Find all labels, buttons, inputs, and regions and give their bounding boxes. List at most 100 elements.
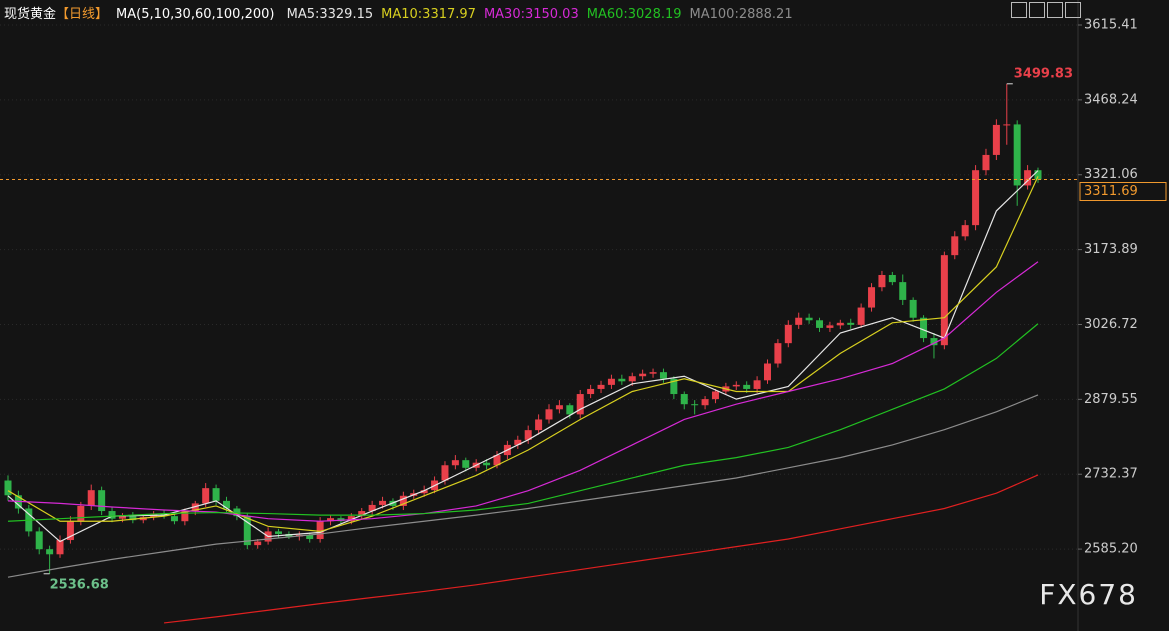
candle-body <box>836 322 844 326</box>
title: 现货黄金 <box>4 7 57 22</box>
candle-body <box>535 419 543 431</box>
candle-body <box>66 521 74 541</box>
y-tick-label: 3026.72 <box>1084 317 1138 332</box>
candle-body <box>347 516 355 522</box>
candle-body <box>1034 170 1042 180</box>
candle-body <box>992 124 1000 155</box>
candle-body <box>951 236 959 256</box>
ma-line <box>7 394 1039 578</box>
candle-body <box>920 317 928 339</box>
y-tick-label: 2732.37 <box>1084 467 1138 482</box>
candle-body <box>940 255 948 346</box>
low-annotation: 2536.68 <box>50 577 109 592</box>
candle-body <box>774 343 782 364</box>
candle-body <box>451 460 459 466</box>
legend-entry: MA10:3317.97 <box>381 7 476 22</box>
candle-body <box>327 518 335 522</box>
y-tick-label: 3615.41 <box>1084 17 1138 32</box>
tool-button[interactable] <box>1047 2 1063 18</box>
candle-body <box>46 549 54 555</box>
y-tick-label: 2585.20 <box>1084 542 1138 557</box>
candle-body <box>222 500 230 509</box>
candle-body <box>909 299 917 318</box>
y-tick-label: 3321.06 <box>1084 167 1138 182</box>
candle-body <box>524 430 532 440</box>
candle-body <box>181 511 189 522</box>
candle-body <box>628 376 636 382</box>
candle-body <box>587 388 595 395</box>
candle-body <box>576 394 584 415</box>
candle-body <box>743 384 751 389</box>
candle-body <box>868 287 876 308</box>
candle-body <box>212 488 220 501</box>
candle-body <box>316 521 324 540</box>
candle-body <box>1003 124 1011 126</box>
candle-body <box>805 317 813 321</box>
candle-body <box>129 516 137 521</box>
candle-body <box>379 500 387 505</box>
tool-button[interactable] <box>1029 2 1045 18</box>
ma-line <box>7 170 1039 543</box>
candle-body <box>254 541 262 546</box>
candle-body <box>597 384 605 389</box>
candle-body <box>1013 124 1021 186</box>
candle-body <box>118 516 126 519</box>
candle-body <box>826 325 834 328</box>
legend-entry: MA30:3150.03 <box>483 7 579 22</box>
candle-body <box>847 322 855 325</box>
candle-body <box>368 504 376 512</box>
candle-body <box>483 462 491 466</box>
candle-body <box>763 363 771 381</box>
candle-body <box>639 373 647 377</box>
legend-entry: MA100:2888.21 <box>689 7 793 22</box>
legend-entry: MA5:3329.15 <box>286 7 374 22</box>
candle-body <box>670 378 678 395</box>
candle-body <box>878 274 886 288</box>
candle-body <box>816 320 824 328</box>
candle-body <box>607 378 615 385</box>
candle-body <box>857 307 865 325</box>
tool-button[interactable] <box>1065 2 1081 18</box>
y-tick-label: 3468.24 <box>1084 92 1138 107</box>
candle-body <box>972 170 980 226</box>
candle-body <box>493 455 501 466</box>
candle-body <box>243 516 251 546</box>
candle-body <box>77 505 85 522</box>
candle-body <box>961 225 969 237</box>
candle-body <box>649 372 657 374</box>
candle-body <box>4 480 12 496</box>
candle-body <box>732 384 740 387</box>
candle-body <box>982 154 990 171</box>
legend: 现货黄金【日线】 MA(5,10,30,60,100,200) MA5:3329.… <box>4 3 801 22</box>
candle-body <box>35 531 43 550</box>
candle-body <box>420 490 428 494</box>
toolbar <box>1009 2 1081 22</box>
candle-body <box>701 399 709 406</box>
candle-body <box>87 490 95 506</box>
candle-body <box>711 391 719 400</box>
y-tick-label: 3173.89 <box>1084 242 1138 257</box>
candle-body <box>888 274 896 283</box>
watermark: FX678 <box>1039 578 1138 611</box>
candle-body <box>462 460 470 468</box>
candle-body <box>399 495 407 506</box>
candle-body <box>514 439 522 445</box>
candle-body <box>618 378 626 382</box>
high-annotation: 3499.83 <box>1014 66 1073 81</box>
candle-body <box>555 405 563 410</box>
ma-line <box>7 176 1039 532</box>
legend-entry: MA60:3028.19 <box>586 7 682 22</box>
candle-body <box>545 409 553 420</box>
candle-body <box>753 380 761 389</box>
candle-body <box>233 508 241 517</box>
candle-body <box>1024 170 1032 186</box>
ma-line <box>7 323 1039 522</box>
candle-body <box>680 394 688 405</box>
candle-body <box>784 324 792 344</box>
tool-button[interactable] <box>1011 2 1027 18</box>
last-price-label: 3311.69 <box>1084 184 1138 199</box>
period: 【日线】 <box>56 7 109 22</box>
candle-body <box>202 488 210 504</box>
